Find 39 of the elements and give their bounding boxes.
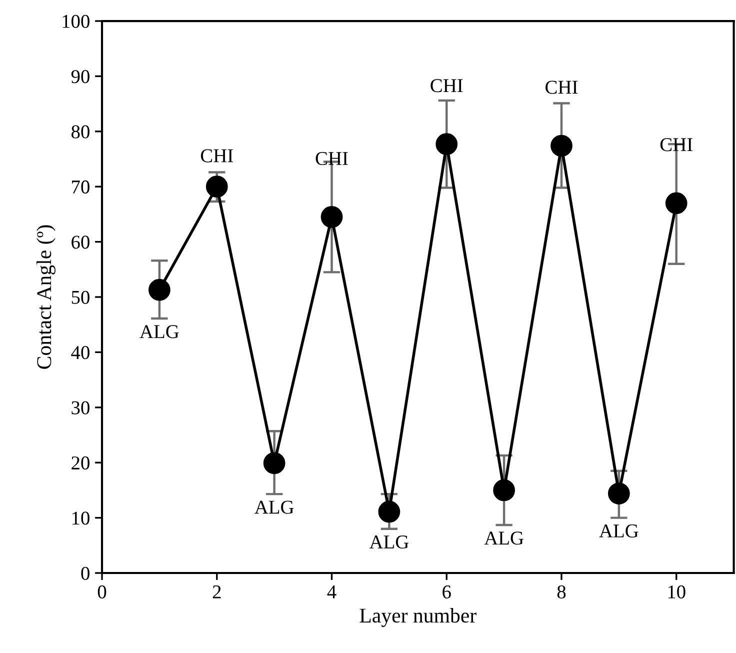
point xyxy=(493,479,515,502)
annotation: CHI xyxy=(660,138,692,152)
y-tick-label: 30 xyxy=(72,401,90,414)
annotation: CHI xyxy=(316,152,348,166)
y-tick-label: 80 xyxy=(72,125,90,138)
annotation: CHI xyxy=(200,149,233,162)
annotation: CHI xyxy=(546,80,578,94)
y-tick-label: 90 xyxy=(71,70,90,84)
annotation: ALG xyxy=(254,500,294,514)
x-tick-label: 10 xyxy=(668,585,686,598)
x-tick-label: 0 xyxy=(98,585,106,598)
annotation: ALG xyxy=(369,535,409,549)
y-tick-label: 0 xyxy=(81,566,90,580)
x-tick-label: 2 xyxy=(212,585,221,598)
annotation: ALG xyxy=(484,532,524,545)
annotation: ALG xyxy=(140,325,179,338)
x-tick-label: 6 xyxy=(442,585,451,598)
annotation: CHI xyxy=(430,79,463,92)
point xyxy=(378,500,400,523)
y-axis-title: Contact Angle (º) xyxy=(36,225,56,369)
y-tick-label: 10 xyxy=(72,512,90,525)
y-tick-label: 20 xyxy=(72,456,90,470)
x-tick-label: 4 xyxy=(327,586,336,598)
x-axis-title: Layer number xyxy=(360,608,476,627)
y-tick-label: 100 xyxy=(62,14,90,28)
point xyxy=(206,176,228,198)
point xyxy=(320,206,343,228)
y-tick-label: 60 xyxy=(72,236,90,249)
point xyxy=(436,133,458,156)
y-tick-label: 40 xyxy=(71,346,90,360)
y-tick-label: 50 xyxy=(72,290,90,304)
point xyxy=(665,192,688,214)
point xyxy=(608,482,630,504)
point xyxy=(148,278,170,301)
point xyxy=(263,452,286,474)
x-tick-label: 8 xyxy=(557,585,566,598)
y-tick-label: 70 xyxy=(72,180,90,194)
point xyxy=(550,134,572,157)
annotation: ALG xyxy=(599,524,638,538)
